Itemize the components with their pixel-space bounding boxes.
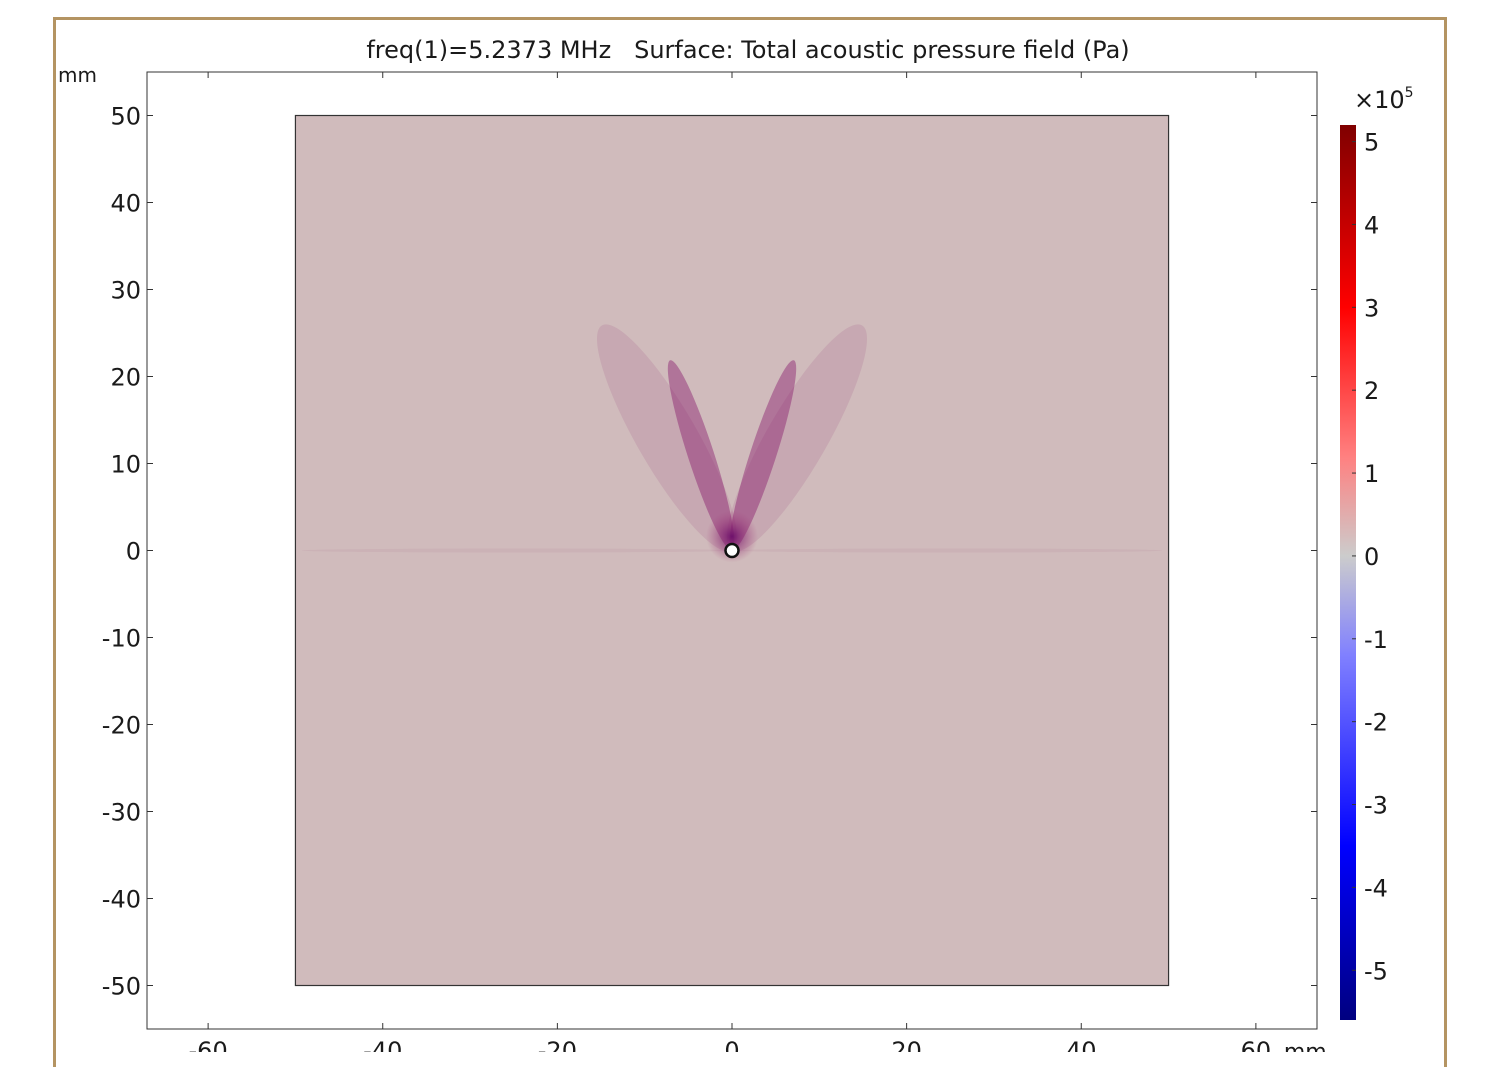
x-axis-unit: mm [1284,1040,1327,1052]
x-tick-label: 0 [724,1037,739,1052]
y-axis-ticks: 50 40 30 20 10 0 -10 -20 -30 -40 -50 [102,103,1317,1001]
x-tick-label: -60 [189,1037,228,1052]
y-tick-label: -50 [102,973,141,1001]
y-tick-label: -30 [102,799,141,827]
x-tick-label: -20 [538,1037,577,1052]
x-tick-label: 40 [1066,1037,1097,1052]
colorbar-gradient [1340,125,1356,1020]
beam-lobe [729,360,797,551]
y-tick-label: 10 [110,451,141,479]
y-tick-label: -10 [102,625,141,653]
colorbar-tick-label: -3 [1364,792,1388,820]
y-tick-label: -20 [102,712,141,740]
colorbar-tick-label: 0 [1364,543,1379,571]
colorbar-exponent: 5 [1405,85,1414,101]
beam-lobe [727,324,867,552]
y-tick-label: 0 [126,538,141,566]
y-axis-unit: mm [58,63,97,87]
colorbar-tick-label: 1 [1364,460,1379,488]
figure-frame [53,17,1447,1067]
colorbar-tick-label: 2 [1364,377,1379,405]
source-marker [724,542,740,559]
beam-lobe [732,548,1162,553]
x-axis-ticks: -60 -40 -20 0 20 40 60 mm [189,72,1327,1052]
colorbar-tick-label: 5 [1364,129,1379,157]
y-tick-label: 50 [110,103,141,131]
y-tick-label: 20 [110,364,141,392]
colorbar-tick-label: 4 [1364,211,1379,239]
x-tick-label: 60 [1241,1037,1272,1052]
beam-lobe [302,548,732,553]
colorbar-tick-label: -1 [1364,626,1388,654]
beam-lobe [597,324,737,552]
y-tick-label: -40 [102,886,141,914]
colorbar-ticks: 5 4 3 2 1 0 -1 -2 -3 -4 -5 [1352,129,1388,985]
y-tick-label: 40 [110,190,141,218]
colorbar-tick-label: -4 [1364,874,1388,902]
x-tick-label: 20 [891,1037,922,1052]
x-tick-label: -40 [363,1037,402,1052]
colorbar-multiplier: ×105 [1354,85,1414,114]
beam-lobe [667,360,735,551]
y-tick-label: 30 [110,277,141,305]
colorbar-multiplier-base: ×10 [1354,86,1405,114]
colorbar-tick-label: -5 [1364,957,1388,985]
colorbar-tick-label: -2 [1364,709,1388,737]
beam-hotspot [706,510,758,563]
colorbar-tick-label: 3 [1364,294,1379,322]
beam-pattern [302,324,1162,563]
chart-title: freq(1)=5.2373 MHz Surface: Total acoust… [366,36,1129,64]
